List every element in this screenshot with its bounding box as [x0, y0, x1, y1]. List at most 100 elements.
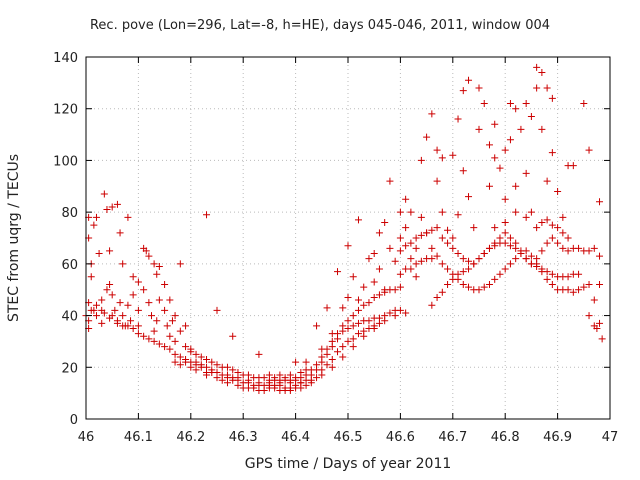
data-point	[119, 312, 127, 320]
data-point	[90, 306, 98, 314]
data-point	[375, 291, 383, 299]
data-point	[140, 332, 148, 340]
data-point	[454, 115, 462, 123]
x-tick-label: 46.5	[334, 430, 363, 445]
data-point	[533, 84, 541, 92]
data-point	[260, 374, 268, 382]
y-tick-label: 0	[70, 413, 78, 428]
data-point	[90, 221, 98, 229]
data-point	[512, 105, 520, 113]
data-point	[150, 337, 158, 345]
data-point	[396, 283, 404, 291]
data-point	[250, 384, 258, 392]
data-point	[580, 283, 588, 291]
x-tick-label: 46.4	[281, 430, 310, 445]
data-point	[140, 286, 148, 294]
chart-title: Rec. pove (Lon=296, Lat=-8, h=HE), days …	[89, 18, 551, 33]
data-point	[213, 361, 221, 369]
data-point	[166, 345, 174, 353]
data-point	[396, 208, 404, 216]
data-point	[182, 322, 190, 330]
data-point	[187, 345, 195, 353]
data-point	[124, 213, 132, 221]
data-point	[412, 260, 420, 268]
data-point	[116, 229, 124, 237]
data-point	[554, 239, 562, 247]
data-point	[527, 208, 535, 216]
data-point	[223, 371, 231, 379]
data-point	[176, 327, 184, 335]
data-point	[134, 306, 142, 314]
data-point	[575, 270, 583, 278]
data-point	[334, 348, 342, 356]
data-point	[407, 265, 415, 273]
data-point	[391, 257, 399, 265]
data-point	[496, 164, 504, 172]
data-point	[155, 340, 163, 348]
data-point	[113, 319, 121, 327]
data-point	[506, 260, 514, 268]
data-point	[145, 335, 153, 343]
data-point	[334, 268, 342, 276]
data-point	[161, 306, 169, 314]
data-point	[465, 193, 473, 201]
data-point	[354, 216, 362, 224]
data-point	[533, 224, 541, 232]
data-point	[108, 291, 116, 299]
data-point	[192, 350, 200, 358]
x-tick-label: 46.8	[491, 430, 520, 445]
data-point	[475, 286, 483, 294]
data-point	[475, 255, 483, 263]
data-point	[501, 146, 509, 154]
data-point	[548, 234, 556, 242]
data-point	[449, 151, 457, 159]
data-point	[564, 234, 572, 242]
data-point	[145, 252, 153, 260]
data-point	[302, 366, 310, 374]
data-point	[328, 330, 336, 338]
data-point	[92, 213, 100, 221]
data-point	[459, 281, 467, 289]
data-point	[559, 244, 567, 252]
data-point	[328, 337, 336, 345]
data-point	[480, 283, 488, 291]
data-point	[370, 250, 378, 258]
data-point	[161, 281, 169, 289]
data-point	[213, 368, 221, 376]
data-point	[176, 260, 184, 268]
data-point	[370, 325, 378, 332]
data-point	[522, 247, 530, 255]
data-point	[444, 239, 452, 247]
data-point	[444, 226, 452, 234]
data-point	[292, 358, 300, 366]
data-point	[100, 190, 108, 198]
data-point	[163, 322, 171, 330]
data-point	[517, 250, 525, 258]
x-tick-label: 46.2	[176, 430, 205, 445]
data-point	[381, 317, 389, 325]
data-point	[142, 247, 150, 255]
data-point	[564, 273, 572, 281]
data-point	[569, 162, 577, 170]
data-point	[116, 299, 124, 307]
data-point	[564, 247, 572, 255]
data-point	[538, 247, 546, 255]
data-point	[155, 296, 163, 304]
data-point	[506, 136, 514, 144]
x-tick-label: 46.9	[543, 430, 572, 445]
data-point	[318, 345, 326, 353]
data-point	[417, 231, 425, 239]
data-point	[438, 260, 446, 268]
data-point	[187, 363, 195, 371]
data-point	[276, 371, 284, 379]
data-point	[438, 208, 446, 216]
data-point	[386, 177, 394, 185]
data-point	[423, 229, 431, 237]
data-point	[438, 234, 446, 242]
data-point	[533, 63, 541, 71]
data-point	[182, 343, 190, 351]
data-point	[585, 146, 593, 154]
data-point	[344, 293, 352, 301]
data-point	[344, 337, 352, 345]
data-point	[412, 273, 420, 281]
